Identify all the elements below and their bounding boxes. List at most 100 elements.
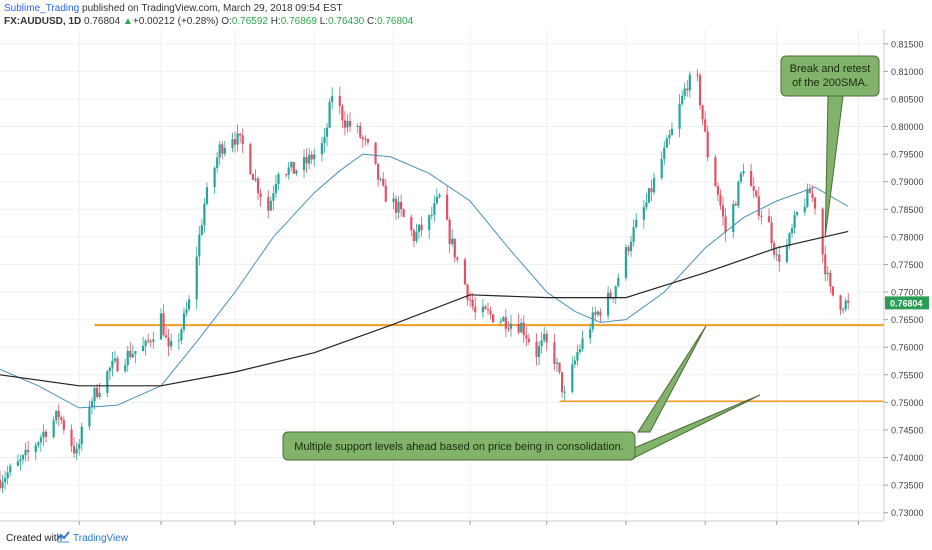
y-tick-label-16: 0.73500: [891, 481, 924, 491]
candle-162: [576, 344, 579, 366]
candle-163: [578, 344, 582, 355]
candle-body-109: [384, 185, 387, 202]
candle-188: [668, 129, 671, 145]
candle-33: [113, 350, 117, 364]
candle-210: [750, 163, 753, 187]
candle-body-39: [134, 351, 137, 354]
candle-body-100: [356, 125, 359, 127]
price-axis[interactable]: 0.81500 0.81000 0.80500 0.80000 0.79500 0.790…: [884, 39, 924, 518]
time-axis[interactable]: Jun Jul Aug Sep Oct Nov Dec 2018 Feb Mar Apr: [72, 521, 866, 528]
candle-body-179: [635, 219, 638, 228]
candle-body-148: [525, 335, 528, 339]
candle-body-106: [377, 163, 380, 180]
candle-body-44: [152, 339, 155, 342]
candle-body-71: [251, 174, 255, 180]
candle-body-13: [42, 431, 45, 438]
candle-body-77: [272, 193, 275, 201]
candle-body-96: [341, 106, 344, 121]
candle-body-182: [647, 188, 651, 203]
candle-body-119: [420, 224, 423, 231]
candle-body-175: [624, 247, 628, 278]
candle-176: [627, 244, 630, 256]
candle-body-10: [34, 445, 37, 453]
candle-44: [152, 331, 155, 349]
candle-body-192: [683, 88, 686, 96]
candle-body-198: [704, 119, 707, 132]
candle-body-81: [287, 167, 290, 175]
candle-82: [290, 161, 293, 172]
candle-6: [19, 454, 22, 471]
candle-136: [484, 304, 487, 310]
candle-body-73: [256, 178, 260, 194]
candle-body-164: [581, 338, 584, 350]
candle-17: [57, 404, 60, 427]
candle-104: [366, 137, 370, 146]
candle-147: [522, 315, 525, 343]
candle-4: [9, 463, 12, 477]
candle-body-237: [844, 300, 847, 310]
candle-body-166: [591, 312, 594, 330]
candle-body-66: [233, 139, 237, 145]
y-tick-label-12: 0.75500: [891, 370, 924, 380]
symbol-label: FX:AUDUSD, 1D: [4, 16, 82, 27]
candle-body-14: [44, 431, 48, 438]
candle-157: [558, 362, 561, 375]
candle-body-173: [614, 286, 617, 298]
tradingview-brand[interactable]: TradingView: [73, 533, 129, 544]
candle-body-108: [382, 178, 385, 186]
candle-body-184: [652, 178, 656, 193]
candle-body-21: [72, 446, 76, 454]
support-lines: [94, 324, 884, 403]
candle-55: [195, 246, 198, 310]
price-badge-bg: [885, 296, 929, 310]
candle-body-120: [428, 215, 431, 231]
candle-body-74: [259, 193, 262, 197]
candle-57: [200, 218, 203, 237]
candle-130: [463, 257, 467, 286]
candle-body-30: [106, 371, 109, 393]
candle-167: [594, 306, 597, 321]
candle-body-88: [310, 154, 313, 160]
candle-161: [573, 355, 576, 369]
candle-204: [724, 208, 727, 242]
callout-support: Multiple support levels ahead based on p…: [282, 325, 761, 461]
candle-173: [614, 285, 617, 305]
ohlc-low: 0.76430: [328, 16, 365, 27]
candle-body-55: [195, 256, 198, 300]
candle-178: [632, 219, 635, 247]
candle-2: [4, 470, 7, 490]
candle-body-60: [213, 167, 216, 188]
candle-175: [624, 244, 628, 281]
candle-180: [642, 199, 645, 229]
candle-143: [507, 321, 510, 332]
candle-48: [167, 329, 170, 357]
candle-195: [696, 68, 699, 82]
candle-222: [790, 223, 794, 238]
candle-body-200: [714, 157, 717, 187]
ohlc-low-label: L:: [319, 16, 329, 27]
y-tick-label-8: 0.77500: [891, 260, 924, 270]
candle-200: [714, 154, 717, 187]
candle-74: [259, 188, 262, 207]
y-tick-label-14: 0.74500: [891, 425, 924, 435]
candle-body-144: [509, 323, 513, 329]
candle-body-113: [400, 201, 403, 210]
candle-body-47: [164, 335, 168, 338]
candle-10: [34, 441, 37, 461]
candle-80: [285, 173, 288, 178]
candle-body-8: [24, 449, 27, 456]
candle-100: [356, 123, 359, 134]
candle-181: [645, 192, 648, 211]
candle-133: [471, 292, 474, 311]
candle-body-191: [681, 95, 684, 104]
author-link[interactable]: Sublime_Trading: [4, 3, 80, 14]
candle-body-122: [433, 203, 436, 215]
candle-body-226: [806, 188, 809, 207]
candle-71: [251, 173, 255, 181]
candle-body-227: [808, 188, 812, 194]
candle-67: [236, 124, 239, 152]
candle-body-99: [348, 120, 352, 127]
price-chart[interactable]: Break and retest of the 200SMA. Multiple s…: [0, 0, 932, 528]
candle-body-225: [803, 206, 806, 213]
candle-164: [581, 330, 584, 353]
